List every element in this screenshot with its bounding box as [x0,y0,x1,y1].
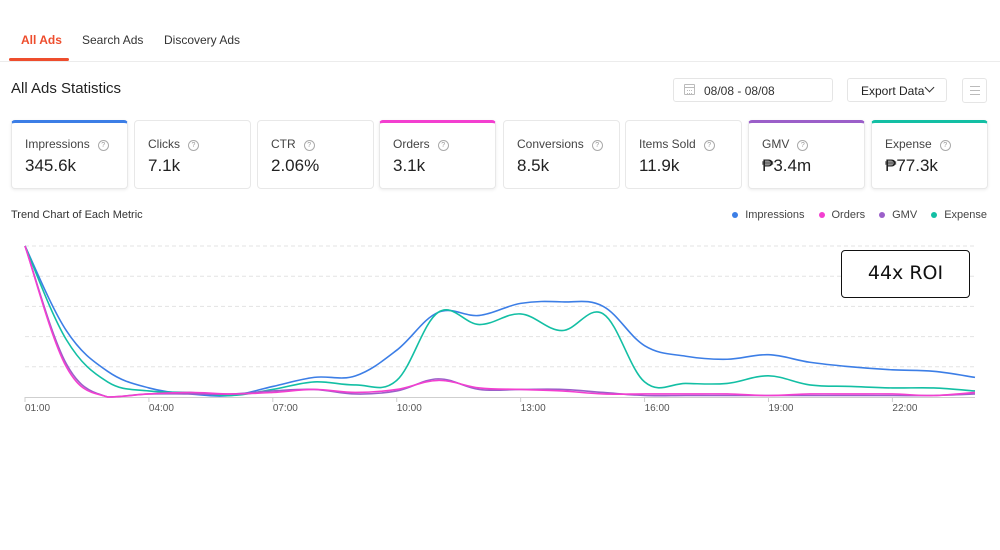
metric-card-conversions[interactable]: Conversions? 8.5k [503,120,620,189]
question-circle-icon[interactable]: ? [797,140,809,151]
metric-label-text: Items Sold [639,137,696,151]
roi-annotation: 44x ROI [841,250,970,298]
x-tick-label: 13:00 [521,403,546,414]
metric-card-orders[interactable]: Orders? 3.1k [379,120,496,189]
date-range-picker[interactable]: 08/08 - 08/08 [673,78,833,102]
legend-dot [732,212,739,218]
question-circle-icon[interactable]: ? [97,140,109,151]
x-tick-label: 01:00 [25,403,50,414]
metric-card-ctr[interactable]: CTR? 2.06% [257,120,374,189]
x-tick-label: 19:00 [768,403,793,414]
question-circle-icon[interactable]: ? [303,140,315,151]
legend-label: GMV [892,209,918,221]
chevron-down-icon [924,82,935,93]
metric-label-text: Orders [393,137,430,151]
question-circle-icon[interactable]: ? [188,140,199,151]
metric-label-text: Impressions [25,137,90,151]
chart-legend: Impressions Orders GMV Expense [732,209,987,221]
metric-label-text: Clicks [148,137,180,151]
series-line-impressions [24,245,976,397]
metric-label: Conversions? [517,137,603,151]
metric-value: 2.06% [271,156,320,175]
tab-discovery-ads[interactable]: Discovery Ads [164,33,241,47]
question-circle-icon[interactable]: ? [437,140,449,151]
metric-value: 8.5k [517,156,550,175]
metric-value: ₱77.3k [885,156,938,175]
calendar-icon [684,84,695,95]
metric-label: Items Sold? [639,137,715,151]
roi-annotation-text: 44x ROI [867,262,944,284]
metric-label: CTR? [271,137,315,151]
x-tick-label: 10:00 [397,403,422,414]
metric-value: 11.9k [639,156,680,175]
metric-value: 7.1k [148,156,181,175]
legend-dot [818,212,825,218]
question-circle-icon[interactable]: ? [591,140,603,151]
metric-card-items-sold[interactable]: Items Sold? 11.9k [625,120,742,189]
export-data-label: Export Data [861,84,925,98]
series-line-gmv [24,245,976,398]
x-tick-label: 16:00 [645,403,670,414]
legend-label: Expense [944,209,987,221]
active-tab-indicator [9,58,69,61]
metric-label: Impressions? [25,137,109,151]
legend-dot [879,212,886,218]
tab-all-ads[interactable]: All Ads [21,33,62,47]
x-tick-label: 07:00 [273,403,298,414]
date-range-value: 08/08 - 08/08 [704,84,775,98]
legend-item-orders[interactable]: Orders [818,209,866,221]
metric-card-impressions[interactable]: Impressions? 345.6k [11,120,128,189]
menu-button[interactable] [962,78,987,103]
legend-item-gmv[interactable]: GMV [879,209,917,221]
x-tick-label: 04:00 [149,403,174,414]
question-circle-icon[interactable]: ? [939,140,951,151]
metric-value: ₱3.4m [762,156,812,175]
export-data-button[interactable]: Export Data [847,78,947,102]
metric-value: 3.1k [393,156,426,175]
metric-label: Orders? [393,137,449,151]
legend-label: Impressions [745,209,805,221]
series-line-orders [24,245,976,398]
metric-label: Clicks? [148,137,199,151]
page-title: All Ads Statistics [11,80,122,97]
legend-label: Orders [831,209,866,221]
tab-bar: All Ads Search Ads Discovery Ads [0,0,1000,62]
legend-dot [931,212,938,218]
metric-label-text: Conversions [517,137,584,151]
metric-label-text: Expense [885,137,932,151]
metric-label-text: CTR [271,137,296,151]
tab-search-ads[interactable]: Search Ads [82,33,144,47]
legend-item-expense[interactable]: Expense [931,209,987,221]
metric-label: GMV? [762,137,809,151]
menu-icon [970,86,980,95]
metric-card-expense[interactable]: Expense? ₱77.3k [871,120,988,189]
legend-item-impressions[interactable]: Impressions [732,209,805,221]
metric-value: 345.6k [25,156,77,175]
metric-label: Expense? [885,137,951,151]
x-tick-label: 22:00 [892,403,917,414]
chart-title: Trend Chart of Each Metric [11,209,143,221]
series-line-expense [24,245,976,397]
trend-chart: 01:00 04:00 07:00 10:00 13:00 16:00 19:00 22:00 [24,245,976,414]
metric-card-clicks[interactable]: Clicks? 7.1k [134,120,251,189]
metric-card-gmv[interactable]: GMV? ₱3.4m [748,120,865,189]
metric-label-text: GMV [762,137,790,151]
question-circle-icon[interactable]: ? [703,140,715,151]
